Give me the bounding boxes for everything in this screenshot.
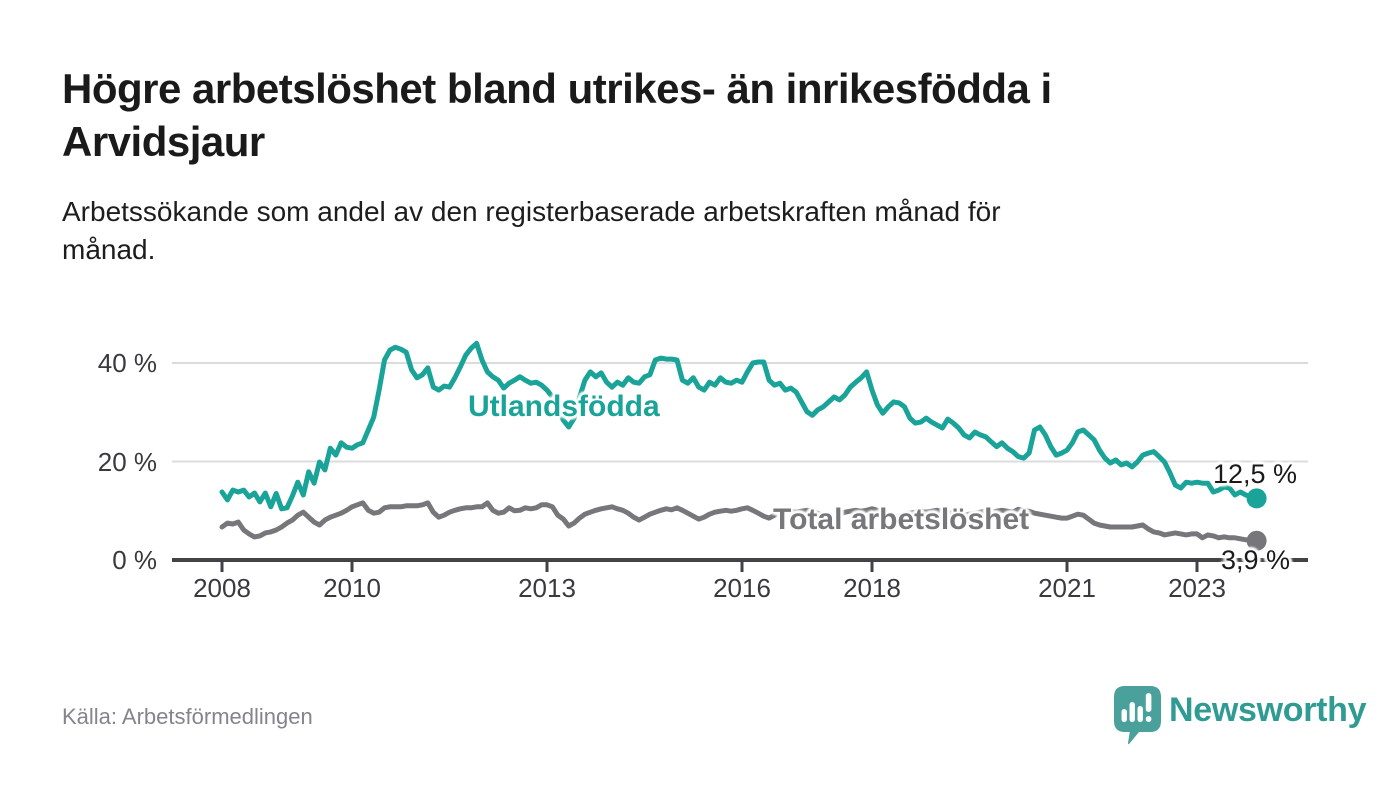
x-tick-label-2010: 2010 [323, 573, 381, 603]
source-attribution: Källa: Arbetsförmedlingen [62, 704, 313, 729]
chart-subtitle-line-1: Arbetssökande som andel av den registerb… [62, 196, 1001, 227]
x-tick-label-2016: 2016 [713, 573, 771, 603]
newsworthy-logo-text: Newsworthy [1169, 691, 1367, 729]
chart-title-line-1: Högre arbetslöshet bland utrikes- än inr… [62, 65, 1052, 112]
chart-title: Högre arbetslöshet bland utrikes- än inr… [62, 62, 1052, 168]
x-tick-label-2018: 2018 [843, 573, 901, 603]
y-tick-label-40: 40 % [97, 348, 157, 378]
chart-title-line-2: Arvidsjaur [62, 118, 265, 165]
x-tick-label-2013: 2013 [518, 573, 576, 603]
series-label-foreign-born: Utlandsfödda [468, 390, 660, 423]
series-end-dot-foreign-born [1246, 488, 1267, 509]
series-label-total-unemployment: Total arbetslöshet [773, 503, 1030, 536]
x-tick-label-2023: 2023 [1168, 573, 1226, 603]
chart-subtitle: Arbetssökande som andel av den registerb… [62, 193, 1001, 269]
series-line-total-unemployment [219, 500, 1260, 544]
y-tick-label-0: 0 % [112, 545, 157, 575]
end-value-label-total-unemployment: 3,9 % [1221, 545, 1291, 575]
y-tick-label-20: 20 % [97, 446, 157, 477]
chart-subtitle-line-2: månad. [62, 234, 156, 265]
newsworthy-logo-icon [1114, 686, 1161, 745]
x-tick-label-2008: 2008 [193, 573, 251, 603]
end-value-label-foreign-born: 12,5 % [1213, 459, 1298, 489]
x-tick-label-2021: 2021 [1038, 573, 1096, 603]
series-line-foreign-born [219, 340, 1260, 512]
